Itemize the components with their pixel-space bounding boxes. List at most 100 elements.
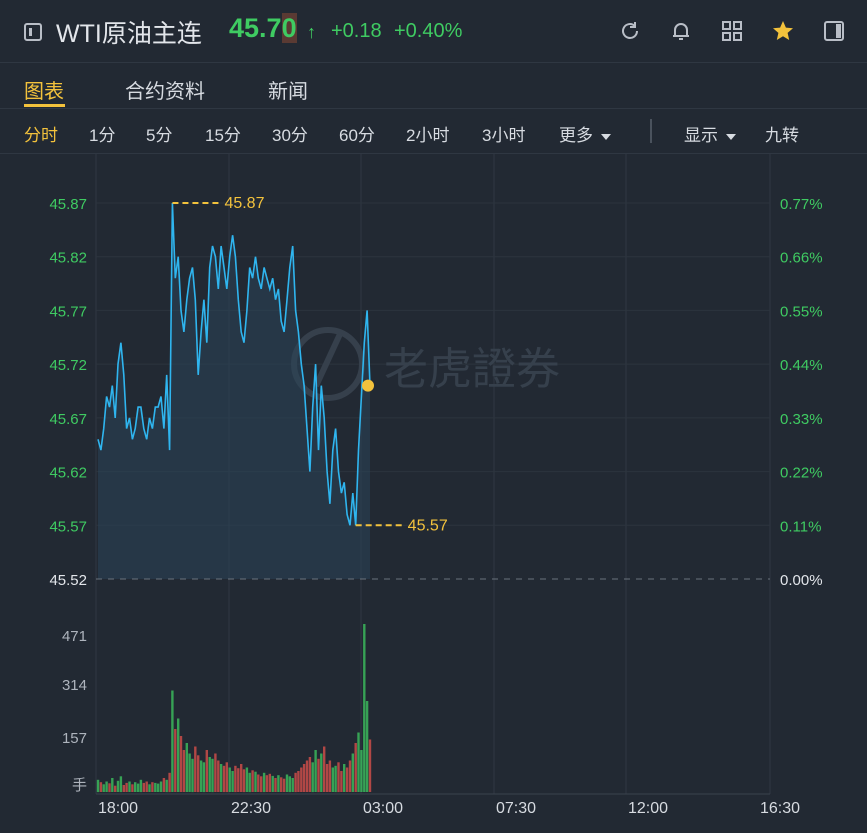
volume-bar	[368, 739, 372, 792]
high-label: 45.87	[224, 195, 264, 212]
bell-icon[interactable]	[669, 19, 693, 43]
svg-text:老虎證券: 老虎證券	[384, 345, 560, 394]
volume-bar	[111, 778, 114, 792]
volume-bar	[116, 780, 120, 792]
pct-tick: 0.77%	[780, 196, 823, 213]
volume-bar	[240, 764, 243, 792]
period-30m[interactable]: 30分	[272, 126, 308, 145]
volume-bar	[231, 771, 234, 792]
price-tick: 45.62	[49, 465, 87, 482]
price-axis: 45.87 45.82 45.77 45.72 45.67 45.62 45.57 45.52	[49, 196, 87, 589]
volume-bar	[357, 732, 360, 792]
pct-tick: 0.11%	[780, 518, 821, 535]
tab-news[interactable]: 新闻	[268, 81, 308, 103]
volume-bar	[105, 781, 108, 792]
volume-bar	[325, 764, 329, 792]
volume-bar	[114, 785, 117, 792]
volume-bar	[337, 762, 340, 793]
volume-bar	[208, 757, 211, 792]
nine-turn-indicator[interactable]: 九转	[765, 126, 799, 145]
tab-contract-info[interactable]: 合约资料	[125, 81, 205, 103]
pct-tick: 0.44%	[780, 357, 823, 374]
last-price-dot	[362, 379, 374, 392]
time-tick: 16:30	[760, 800, 800, 817]
chevron-down-icon	[726, 133, 736, 140]
volume-bar	[305, 760, 309, 792]
volume-bar	[282, 778, 286, 792]
volume-bar	[122, 785, 125, 792]
volume-bar	[219, 764, 223, 792]
volume-bar	[151, 782, 154, 792]
volume-bar	[168, 772, 171, 793]
period-3h[interactable]: 3小时	[482, 126, 526, 145]
price-line	[97, 202, 371, 526]
volume-bar	[139, 779, 143, 793]
volume-bar	[245, 767, 249, 792]
star-icon[interactable]	[771, 19, 795, 43]
volume-bar	[159, 781, 163, 792]
time-tick: 03:00	[363, 800, 403, 817]
volume-bar	[154, 782, 157, 792]
price-tick: 45.82	[49, 250, 87, 267]
volume-bar	[171, 690, 174, 792]
volume-bar	[142, 782, 145, 792]
price-tick: 45.57	[49, 518, 87, 535]
volume-bar	[217, 760, 220, 792]
volume-bar	[291, 778, 294, 792]
volume-bar	[300, 767, 303, 792]
volume-bar	[128, 781, 131, 792]
divider	[650, 119, 652, 143]
low-label: 45.57	[408, 517, 448, 534]
volume-bar	[191, 758, 194, 793]
volume-bar	[222, 765, 226, 793]
volume-bar	[260, 776, 263, 793]
volume-bar	[365, 701, 369, 792]
period-5m[interactable]: 5分	[146, 126, 173, 145]
period-60m[interactable]: 60分	[339, 126, 375, 145]
tab-chart[interactable]: 图表	[24, 81, 64, 103]
volume-bar	[274, 778, 277, 792]
pct-tick: 0.22%	[780, 465, 823, 482]
volume-bar	[131, 784, 134, 792]
time-tick: 18:00	[98, 800, 138, 817]
volume-bars	[96, 624, 372, 793]
volume-bar	[345, 767, 349, 792]
price-tick: 45.77	[49, 303, 87, 320]
instrument-title: WTI原油主连	[56, 20, 202, 48]
time-tick: 07:30	[496, 800, 536, 817]
period-2h[interactable]: 2小时	[406, 126, 450, 145]
volume-bar	[331, 767, 334, 792]
volume-bar	[343, 764, 346, 792]
sidebar-icon[interactable]	[822, 19, 846, 43]
volume-bar	[288, 776, 291, 793]
grid-icon[interactable]	[720, 19, 744, 43]
volume-bar	[211, 758, 214, 793]
volume-bar	[199, 760, 203, 792]
volume-bar	[334, 765, 337, 793]
volume-bar	[125, 782, 128, 792]
volume-bar	[265, 775, 269, 792]
period-15m[interactable]: 15分	[205, 126, 241, 145]
volume-bar	[177, 718, 180, 792]
volume-bar	[248, 772, 251, 793]
period-intraday[interactable]: 分时	[24, 126, 58, 145]
display-dropdown[interactable]: 显示	[684, 121, 736, 146]
volume-bar	[214, 753, 217, 792]
volume-bar	[280, 777, 283, 792]
intraday-chart[interactable]: 老虎證券 45.87 45.57 45.8745.8245.7745.7245.…	[0, 154, 867, 833]
period-selector: 分时 1分 5分 15分 30分 60分 2小时 3小时 更多 显示 九转	[0, 107, 867, 154]
volume-bar	[205, 750, 208, 792]
panel-toggle-icon[interactable]	[24, 23, 42, 41]
volume-bar	[348, 760, 352, 792]
price-area	[98, 203, 370, 579]
volume-bar	[354, 743, 357, 792]
chevron-down-icon	[601, 133, 611, 140]
volume-bar	[340, 771, 343, 792]
volume-bar	[363, 624, 366, 792]
period-1m[interactable]: 1分	[89, 126, 116, 145]
percent-axis: 0.77% 0.66% 0.55% 0.44% 0.33% 0.22% 0.11% 0.00%	[780, 196, 823, 589]
more-dropdown[interactable]: 更多	[559, 121, 611, 146]
volume-bar	[297, 771, 300, 792]
volume-tick: 314	[62, 677, 87, 694]
refresh-icon[interactable]	[618, 19, 642, 43]
